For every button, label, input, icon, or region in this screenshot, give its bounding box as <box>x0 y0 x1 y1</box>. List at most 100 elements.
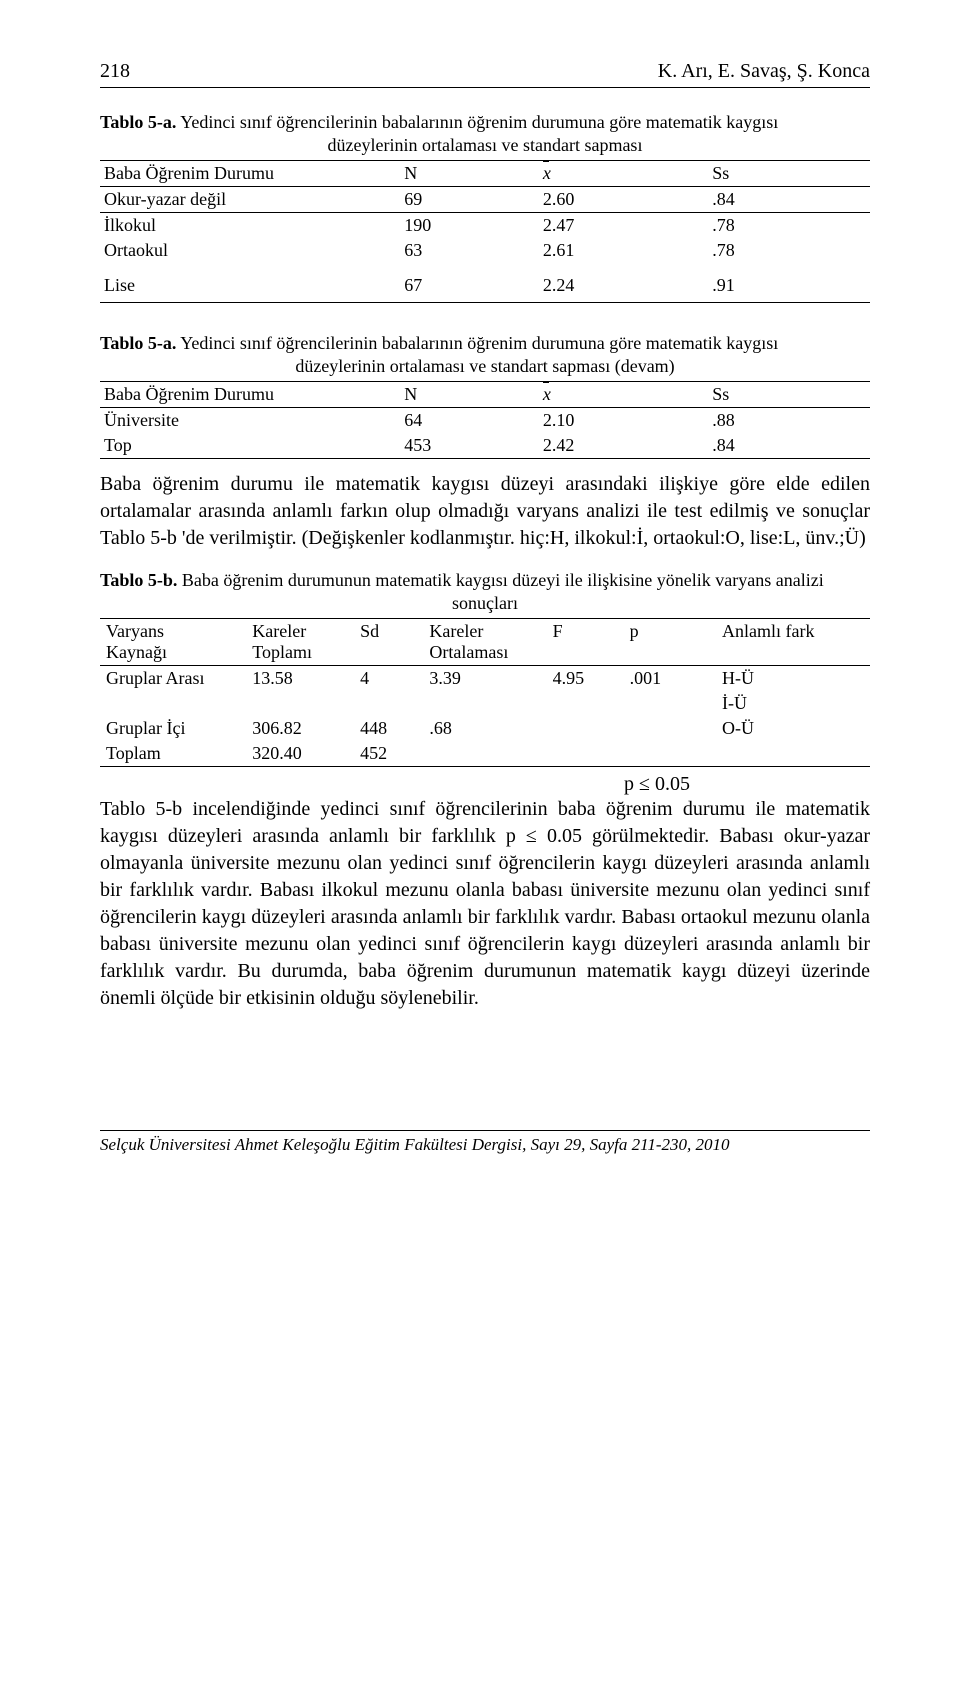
cell: 64 <box>400 408 539 434</box>
cell: O-Ü <box>716 716 870 741</box>
t5a-col-3: Ss <box>708 161 870 187</box>
cell <box>423 691 546 716</box>
cell: Gruplar İçi <box>100 716 246 741</box>
t5b-col-0-top: Varyans <box>106 621 164 641</box>
table-row: Okur-yazar değil 69 2.60 .84 <box>100 187 870 213</box>
cell: 4 <box>354 666 423 692</box>
cell: 320.40 <box>246 741 354 767</box>
table5a2-caption-bold: Tablo 5-a. <box>100 333 176 353</box>
t5a-col-2: x <box>539 161 708 187</box>
table-row: Top 453 2.42 .84 <box>100 433 870 459</box>
cell: 2.24 <box>539 263 708 303</box>
cell: .91 <box>708 263 870 303</box>
cell: 2.10 <box>539 408 708 434</box>
table-5b: Varyans Kaynağı Kareler Toplamı Sd Karel… <box>100 618 870 767</box>
cell: .78 <box>708 238 870 263</box>
cell: 306.82 <box>246 716 354 741</box>
table5b-caption-rest: Baba öğrenim durumunun matematik kaygısı… <box>177 570 823 590</box>
cell: 190 <box>400 213 539 239</box>
t5b-col-1: Kareler Toplamı <box>246 619 354 666</box>
t5b-col-1-bot: Toplamı <box>252 642 312 662</box>
t5b-col-3-bot: Ortalaması <box>429 642 508 662</box>
cell: 2.60 <box>539 187 708 213</box>
t5b-col-5: p <box>624 619 716 666</box>
cell: Top <box>100 433 400 459</box>
cell <box>547 691 624 716</box>
cell: 4.95 <box>547 666 624 692</box>
paragraph-2: Tablo 5-b incelendiğinde yedinci sınıf ö… <box>100 796 870 1012</box>
table-5a-devam: Baba Öğrenim Durumu N x Ss Üniversite 64… <box>100 381 870 459</box>
table5a-caption-sub: düzeylerinin ortalaması ve standart sapm… <box>100 135 870 156</box>
cell: H-Ü <box>716 666 870 692</box>
cell: 448 <box>354 716 423 741</box>
cell <box>547 741 624 767</box>
table-5a: Baba Öğrenim Durumu N x Ss Okur-yazar de… <box>100 160 870 303</box>
cell: İ-Ü <box>716 691 870 716</box>
cell: 67 <box>400 263 539 303</box>
t5a-col-1: N <box>400 161 539 187</box>
t5b-col-3-top: Kareler <box>429 621 483 641</box>
cell: 13.58 <box>246 666 354 692</box>
table-row: Toplam 320.40 452 <box>100 741 870 767</box>
cell: 452 <box>354 741 423 767</box>
table5a2-caption-sub: düzeylerinin ortalaması ve standart sapm… <box>100 356 870 377</box>
table-row: Gruplar Arası 13.58 4 3.39 4.95 .001 H-Ü <box>100 666 870 692</box>
page-number: 218 <box>100 60 130 83</box>
cell: .78 <box>708 213 870 239</box>
cell <box>354 691 423 716</box>
t5a2-col-3: Ss <box>708 382 870 408</box>
cell: 2.47 <box>539 213 708 239</box>
page-header: 218 K. Arı, E. Savaş, Ş. Konca <box>100 60 870 88</box>
xbar-symbol: x <box>543 384 551 405</box>
table5a-caption-rest: Yedinci sınıf öğrencilerinin babalarının… <box>176 112 778 132</box>
cell <box>624 716 716 741</box>
cell: .84 <box>708 187 870 213</box>
cell <box>624 741 716 767</box>
cell <box>716 741 870 767</box>
cell <box>246 691 354 716</box>
t5b-col-6: Anlamlı fark <box>716 619 870 666</box>
cell: 3.39 <box>423 666 546 692</box>
t5a2-col-0: Baba Öğrenim Durumu <box>100 382 400 408</box>
table5a2-caption-rest: Yedinci sınıf öğrencilerinin babalarının… <box>176 333 778 353</box>
cell: Lise <box>100 263 400 303</box>
table-row: İlkokul 190 2.47 .78 <box>100 213 870 239</box>
t5b-col-1-top: Kareler <box>252 621 306 641</box>
t5a2-col-1: N <box>400 382 539 408</box>
cell: .88 <box>708 408 870 434</box>
table5b-caption: Tablo 5-b. Baba öğrenim durumunun matema… <box>100 570 870 591</box>
cell: .001 <box>624 666 716 692</box>
cell <box>547 716 624 741</box>
table-row: Üniversite 64 2.10 .88 <box>100 408 870 434</box>
cell: .84 <box>708 433 870 459</box>
cell <box>624 691 716 716</box>
table-row: Lise 67 2.24 .91 <box>100 263 870 303</box>
table-row: Ortaokul 63 2.61 .78 <box>100 238 870 263</box>
cell: 453 <box>400 433 539 459</box>
xbar-symbol: x <box>543 163 551 184</box>
cell: .68 <box>423 716 546 741</box>
page-footer: Selçuk Üniversitesi Ahmet Keleşoğlu Eğit… <box>100 1130 870 1155</box>
table5b-caption-sub: sonuçları <box>100 593 870 614</box>
header-authors: K. Arı, E. Savaş, Ş. Konca <box>658 60 870 83</box>
t5b-col-2: Sd <box>354 619 423 666</box>
cell: 69 <box>400 187 539 213</box>
cell: Üniversite <box>100 408 400 434</box>
table5a-caption: Tablo 5-a. Yedinci sınıf öğrencilerinin … <box>100 112 870 133</box>
table-row: İ-Ü <box>100 691 870 716</box>
cell: Okur-yazar değil <box>100 187 400 213</box>
t5a2-col-2: x <box>539 382 708 408</box>
cell: İlkokul <box>100 213 400 239</box>
t5a-col-0: Baba Öğrenim Durumu <box>100 161 400 187</box>
t5b-col-3: Kareler Ortalaması <box>423 619 546 666</box>
cell: Toplam <box>100 741 246 767</box>
table5a2-caption: Tablo 5-a. Yedinci sınıf öğrencilerinin … <box>100 333 870 354</box>
table5b-caption-bold: Tablo 5-b. <box>100 570 177 590</box>
cell: 2.42 <box>539 433 708 459</box>
cell <box>100 691 246 716</box>
cell: Gruplar Arası <box>100 666 246 692</box>
cell: 2.61 <box>539 238 708 263</box>
t5b-col-4: F <box>547 619 624 666</box>
t5b-col-0-bot: Kaynağı <box>106 642 167 662</box>
table5a-caption-bold: Tablo 5-a. <box>100 112 176 132</box>
